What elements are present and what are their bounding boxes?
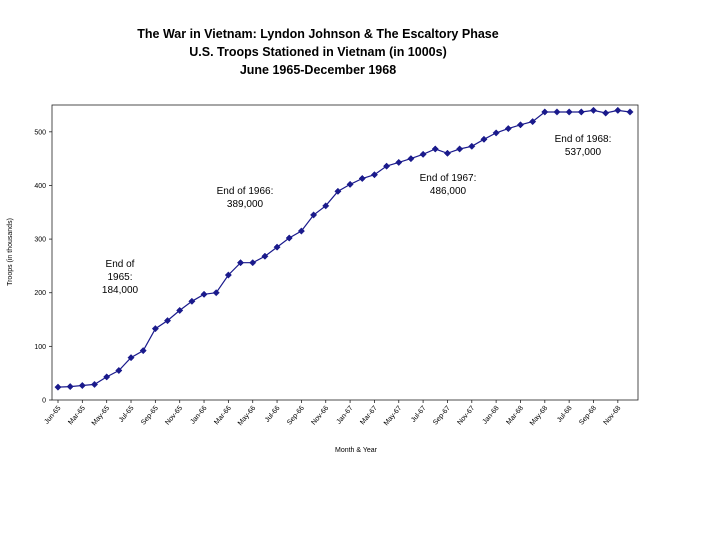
y-axis: 0 100 200 300 400 500: [34, 129, 52, 405]
x-tick-label: Mar-68: [505, 405, 525, 427]
data-point: [602, 109, 610, 117]
annotation-label: End of 1965: 184,000: [102, 259, 139, 296]
x-tick-label: May-67: [383, 405, 403, 427]
chart-date-range: June 1965-December 1968: [240, 63, 396, 77]
x-tick-label: Mar-66: [213, 405, 233, 427]
data-point: [383, 162, 391, 170]
annotation-label: End of 1967: 486,000: [420, 173, 477, 197]
data-point: [54, 383, 62, 391]
data-point: [456, 145, 464, 153]
data-point: [346, 180, 354, 188]
data-point: [577, 108, 585, 116]
x-tick-label: Mar-65: [67, 405, 87, 427]
y-tick-label: 100: [34, 344, 46, 351]
x-tick-label: Sep-68: [578, 405, 598, 427]
y-tick-label: 400: [34, 183, 46, 190]
data-point: [492, 129, 500, 137]
x-tick-label: May-65: [91, 405, 111, 427]
data-point: [553, 108, 561, 116]
x-tick-label: Jul-68: [556, 405, 574, 424]
data-point: [200, 290, 208, 298]
data-point: [358, 174, 366, 183]
x-tick-label: Mar-67: [359, 405, 379, 427]
x-tick-label: Sep-67: [432, 405, 452, 427]
data-point: [78, 381, 86, 390]
data-point: [188, 297, 196, 305]
data-point: [443, 149, 452, 157]
y-tick-label: 500: [34, 129, 46, 136]
data-point: [236, 259, 245, 267]
x-tick-label: Jul-66: [264, 405, 282, 424]
x-tick-label: Jun-65: [43, 405, 62, 426]
data-point: [163, 317, 172, 325]
data-point: [504, 125, 512, 133]
x-tick-label: Nov-67: [456, 405, 476, 427]
data-point: [224, 271, 232, 279]
x-tick-label: Jan-67: [335, 405, 354, 426]
x-tick-label: Nov-66: [310, 405, 330, 427]
x-tick-label: Jan-68: [482, 405, 501, 426]
data-point: [565, 108, 573, 116]
data-point: [407, 155, 415, 163]
data-point: [395, 158, 403, 166]
annotation-label: End of 1966: 389,000: [217, 186, 274, 210]
data-point: [419, 150, 427, 158]
data-point: [322, 202, 330, 210]
series-layer: [54, 106, 634, 391]
y-tick-label: 200: [34, 290, 46, 297]
data-point: [249, 259, 257, 267]
x-tick-label: May-66: [237, 405, 257, 427]
data-point: [261, 252, 269, 260]
data-point: [431, 145, 439, 153]
x-tick-label: Sep-65: [140, 405, 160, 427]
data-point: [589, 106, 598, 114]
x-axis-label: Month & Year: [335, 447, 378, 454]
x-axis: Jun-65 Mar-65 May-65 Jul-65 Sep-65 Nov-65 Jan-…: [43, 400, 622, 427]
y-axis-label: Troops (in thousands): [7, 218, 14, 286]
data-point: [103, 373, 111, 381]
data-point: [176, 306, 184, 314]
data-point: [310, 211, 318, 219]
data-point: [212, 289, 220, 297]
data-point: [614, 106, 622, 114]
x-tick-label: Jul-67: [410, 405, 428, 424]
x-tick-label: Jan-66: [189, 405, 208, 426]
x-tick-label: Sep-66: [286, 405, 306, 427]
data-point: [273, 243, 281, 251]
data-point: [285, 234, 293, 242]
plot-area-frame: [51, 104, 639, 401]
x-tick-label: Nov-68: [602, 405, 622, 427]
data-point: [297, 227, 305, 235]
y-tick-label: 0: [42, 398, 46, 405]
data-point: [541, 108, 549, 116]
series-line: [57, 109, 631, 388]
data-point: [516, 121, 525, 129]
data-point: [127, 354, 135, 362]
data-point: [90, 380, 99, 388]
data-point: [468, 142, 476, 150]
annotation-layer: End of 1965: 184,000 End of 1966: 389,000 End…: [102, 134, 611, 296]
data-point: [66, 383, 74, 391]
data-point: [334, 187, 342, 195]
y-tick-label: 300: [34, 237, 46, 244]
data-point: [626, 108, 634, 116]
data-point: [139, 347, 147, 355]
chart-subtitle: U.S. Troops Stationed in Vietnam (in 100…: [189, 45, 446, 59]
data-point: [151, 325, 159, 333]
data-point: [370, 171, 378, 179]
data-point: [115, 366, 123, 375]
annotation-label: End of 1968: 537,000: [555, 134, 612, 158]
data-point: [480, 135, 488, 143]
chart-title: The War in Vietnam: Lyndon Johnson & The…: [137, 27, 498, 41]
x-tick-label: May-68: [529, 405, 549, 427]
x-tick-label: Nov-65: [164, 405, 184, 427]
data-point: [529, 118, 537, 126]
x-tick-label: Jul-65: [118, 405, 136, 424]
